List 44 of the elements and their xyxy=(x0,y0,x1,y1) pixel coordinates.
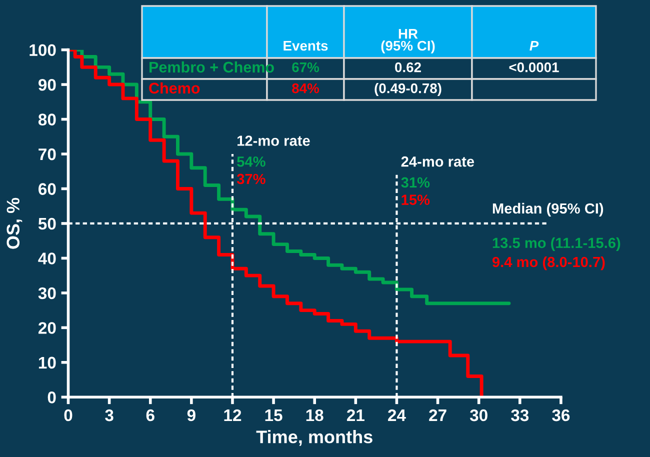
y-tick-label: 80 xyxy=(38,114,56,126)
annotation: (0.49-0.78) xyxy=(374,83,442,96)
y-axis-title: OS, % xyxy=(6,198,22,249)
annotation: Events xyxy=(284,40,328,51)
x-tick-label: 0 xyxy=(64,409,72,422)
ref-line-label: 12-mo rate xyxy=(238,136,310,146)
ref-line-label: 24-mo rate xyxy=(401,156,474,167)
annotation: P xyxy=(530,40,539,51)
annotation: 31% xyxy=(401,177,430,188)
annotation: 84% xyxy=(292,83,320,94)
ref-line-label: Median (95% CI) xyxy=(492,202,604,217)
annotation: 54% xyxy=(237,156,266,167)
x-tick-label: 36 xyxy=(552,409,570,422)
x-tick-label: 9 xyxy=(187,409,196,422)
x-tick-label: 6 xyxy=(146,409,154,422)
x-axis-title: Time, months xyxy=(256,430,372,446)
x-tick-label: 18 xyxy=(306,409,324,422)
y-tick-label: 0 xyxy=(48,392,56,404)
x-tick-label: 27 xyxy=(429,409,446,422)
y-tick-label: 30 xyxy=(38,287,56,300)
y-tick-label: 70 xyxy=(38,148,56,160)
annotation: 67% xyxy=(292,62,320,72)
series-label: Chemo xyxy=(149,82,200,94)
annotation: 13.5 mo (11.1-15.6) xyxy=(492,237,620,251)
y-tick-label: 50 xyxy=(38,218,56,230)
x-tick-label: 33 xyxy=(511,409,529,422)
y-tick-label: 20 xyxy=(38,322,56,334)
x-tick-label: 15 xyxy=(265,410,282,422)
y-tick-label: 100 xyxy=(30,44,56,56)
annotation: 0.62 xyxy=(395,62,421,72)
annotation: 9.4 mo (8.0-10.7) xyxy=(492,256,605,270)
annotation: HR (95% CI) xyxy=(381,29,435,54)
y-tick-label: 60 xyxy=(38,183,56,195)
annotation: 37% xyxy=(236,174,266,184)
x-tick-label: 3 xyxy=(105,409,114,422)
y-tick-label: 90 xyxy=(38,78,56,91)
y-tick-label: 10 xyxy=(38,356,56,369)
annotation: 15% xyxy=(402,194,430,205)
y-tick-label: 40 xyxy=(38,252,56,264)
annotation: <0.0001 xyxy=(509,62,559,72)
x-tick-label: 21 xyxy=(346,409,364,422)
x-tick-label: 24 xyxy=(388,409,406,422)
x-tick-label: 30 xyxy=(470,409,488,422)
x-tick-label: 12 xyxy=(224,409,242,422)
